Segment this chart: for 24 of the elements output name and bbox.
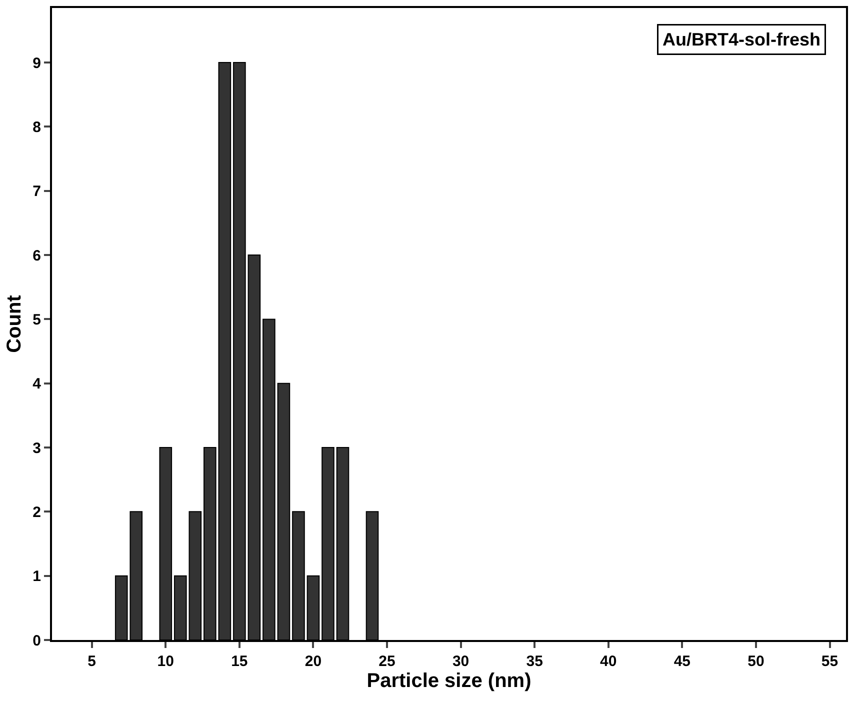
x-tick-label: 10 [157,653,174,670]
x-tick-label: 40 [600,653,617,670]
y-tick-label: 0 [32,632,41,650]
y-tick-label: 7 [32,183,41,200]
x-tick-label: 45 [674,653,691,670]
y-tick-label: 3 [32,440,41,457]
x-tick-label: 50 [748,653,764,670]
x-tick-label: 20 [304,653,322,670]
x-tick-label: 15 [231,653,248,670]
annotation: Au/BRT4-sol-fresh [662,30,821,50]
y-tick-label: 2 [32,504,41,521]
y-tick-label: 9 [32,54,41,72]
y-tick-label: 5 [32,311,41,328]
x-tick-label: 30 [452,653,470,670]
x-tick-label: 25 [378,653,396,670]
x-tick-label: 35 [526,653,543,670]
x-tick-label: 5 [88,653,96,670]
y-tick-label: 4 [32,376,42,393]
y-tick-label: 8 [32,118,41,136]
y-tick-label: 6 [32,247,41,264]
y-tick-label: 1 [32,568,41,586]
y-axis-title: Count [4,294,26,353]
x-axis-title: Particle size (nm) [366,670,532,692]
x-tick-label: 55 [821,653,838,670]
